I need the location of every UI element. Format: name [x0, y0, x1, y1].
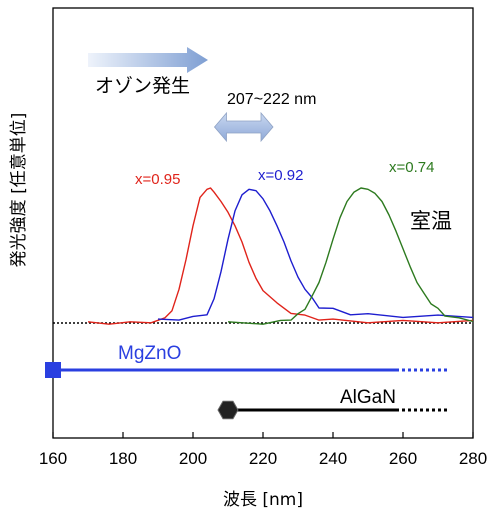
range-label: 207~222 nm [227, 91, 316, 108]
x-tick-label-180: 180 [109, 449, 137, 468]
material-ranges [45, 362, 449, 420]
x-tick-label-240: 240 [319, 449, 347, 468]
ozone-arrow [88, 47, 208, 73]
mgzno-marker [45, 362, 61, 378]
x-tick-label-160: 160 [39, 449, 67, 468]
x-tick-label-260: 260 [389, 449, 417, 468]
x-tick-label-200: 200 [179, 449, 207, 468]
algan-marker [217, 400, 239, 420]
x-tick-label-280: 280 [459, 449, 487, 468]
series-line-0 [87, 187, 474, 325]
series-label-x074: x=0.74 [389, 159, 434, 176]
x-tick-label-220: 220 [249, 449, 277, 468]
x-axis-label: 波長 [nm] [223, 490, 303, 510]
series-group [87, 187, 474, 325]
room-temp-label: 室温 [410, 210, 452, 233]
series-line-2 [227, 187, 474, 325]
y-axis-label: 発光強度 [任意単位] [9, 113, 29, 268]
series-label-x095: x=0.95 [135, 171, 180, 188]
algan-label: AlGaN [340, 387, 396, 408]
mgzno-label: MgZnO [118, 343, 181, 364]
series-line-1 [157, 188, 474, 321]
range-arrow [213, 111, 274, 143]
ozone-label: オゾン発生 [95, 75, 190, 97]
x-ticks: 160 180 200 220 240 260 280 [39, 432, 487, 468]
series-label-x092: x=0.92 [258, 167, 303, 184]
